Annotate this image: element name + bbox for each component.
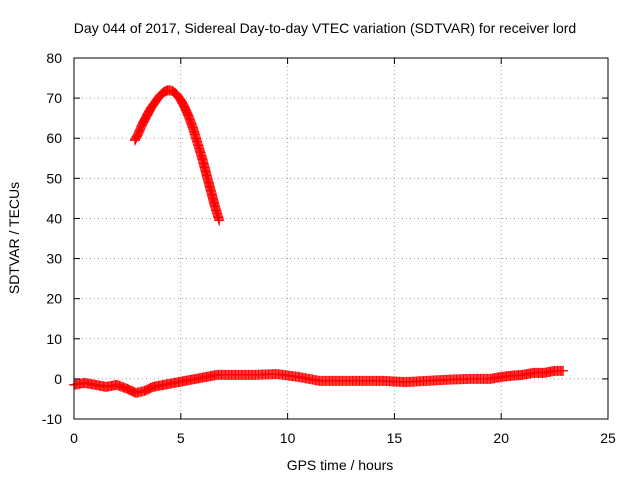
- grid-lines: [74, 58, 608, 419]
- x-tick-label: 5: [177, 430, 185, 446]
- y-tick-label: 30: [46, 251, 62, 267]
- y-tick-label: 10: [46, 331, 62, 347]
- tick-labels: 0 5 10 15 20 25 -10 0 10 20 30 40 50 60 70 80: [42, 50, 616, 446]
- series-baseline: [69, 365, 569, 398]
- y-tick-label: 70: [46, 90, 62, 106]
- y-tick-label: 80: [46, 50, 62, 66]
- x-tick-label: 15: [387, 430, 403, 446]
- y-tick-label: 40: [46, 210, 62, 226]
- data-point: [558, 365, 569, 376]
- x-tick-label: 25: [600, 430, 616, 446]
- series-arc-high: [129, 85, 225, 226]
- data-point: [214, 215, 225, 226]
- y-tick-label: 60: [46, 130, 62, 146]
- x-tick-label: 0: [70, 430, 78, 446]
- series-layer: [69, 85, 569, 398]
- y-tick-label: 50: [46, 170, 62, 186]
- x-tick-label: 10: [280, 430, 296, 446]
- chart-title: Day 044 of 2017, Sidereal Day-to-day VTE…: [74, 20, 576, 36]
- y-axis-label: SDTVAR / TECUs: [6, 182, 22, 294]
- x-axis-label: GPS time / hours: [287, 457, 394, 473]
- x-tick-label: 20: [493, 430, 509, 446]
- tick-marks: [73, 57, 609, 420]
- y-tick-label: 20: [46, 291, 62, 307]
- plot-frame: [73, 57, 609, 420]
- y-tick-label: 0: [54, 371, 62, 387]
- y-tick-label: -10: [42, 411, 62, 427]
